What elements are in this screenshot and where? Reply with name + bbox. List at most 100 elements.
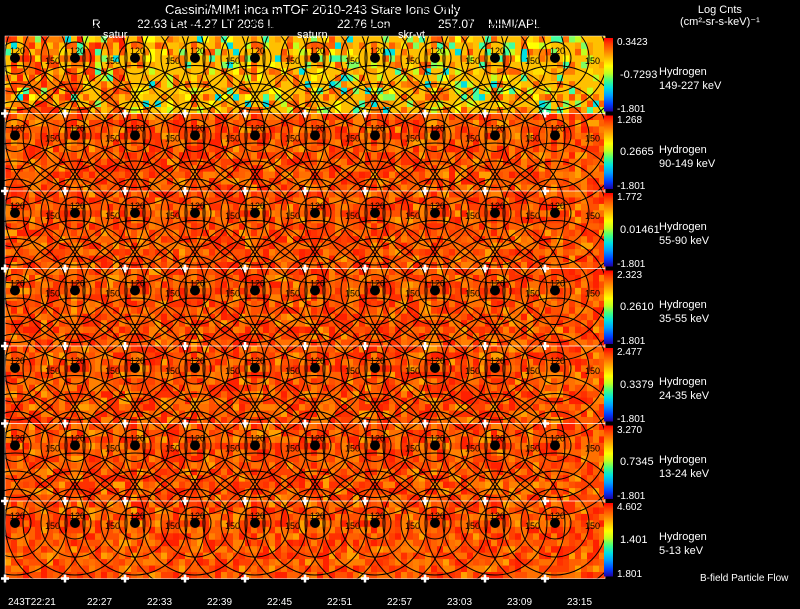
- contour-label: 120: [490, 511, 505, 521]
- contour-label: 120: [430, 356, 445, 366]
- colorbar-mid: -0.7293: [620, 68, 658, 81]
- contour-label: 150: [45, 444, 60, 454]
- contour-label: 120: [370, 124, 385, 134]
- contour-label: 150: [405, 56, 420, 66]
- contour-label: 150: [405, 444, 420, 454]
- contour-label: 150: [345, 289, 360, 299]
- contour-label: 120: [490, 434, 505, 444]
- contour-label: 150: [285, 134, 300, 144]
- contour-label: 120: [250, 511, 265, 521]
- heatmap-panel: [365, 423, 426, 502]
- contour-label: 120: [10, 511, 25, 521]
- contour-overlay: 120 150: [304, 65, 446, 206]
- contour-label: 150: [525, 444, 540, 454]
- heatmap-panel: [65, 191, 126, 269]
- heatmap-panel: [245, 191, 306, 269]
- heatmap-panel: [5, 191, 66, 269]
- contour-label: 150: [105, 56, 120, 66]
- contour-label: 150: [285, 521, 300, 531]
- contour-label: 150: [525, 56, 540, 66]
- row-energy-label: 149-227 keV: [659, 80, 722, 92]
- row-species-label: Hydrogen: [659, 531, 707, 543]
- contour-label: 120: [370, 46, 385, 56]
- contour-label: 120: [190, 201, 205, 211]
- contour-label: 120: [490, 46, 505, 56]
- contour-overlay: 120 150: [244, 142, 386, 284]
- contour-label: 120: [310, 46, 325, 56]
- row-species-label: Hydrogen: [659, 221, 707, 233]
- colorbar-mid: 1.401: [620, 533, 648, 546]
- row-species-label: Hydrogen: [659, 453, 707, 466]
- contour-label: 120: [130, 434, 145, 444]
- contour-label: 150: [285, 366, 300, 376]
- x-tick-label: 22:39: [207, 597, 233, 608]
- row-energy-label: 13-24 keV: [659, 467, 710, 480]
- colorbar: [604, 348, 613, 422]
- contour-overlay: 120 150: [364, 220, 506, 361]
- contour-overlay: 120 150: [244, 452, 386, 594]
- contour-label: 150: [465, 444, 480, 454]
- chart-title: Cassini/MIMI Inca mTOF 2010-243 Stare Io…: [165, 2, 461, 17]
- heatmap-panel: [425, 191, 486, 269]
- colorbar-min: -1.801: [617, 336, 646, 347]
- org-label: MIMI/APL: [488, 17, 541, 31]
- contour-label: 120: [10, 46, 25, 56]
- heatmap-panel: [65, 423, 126, 502]
- x-tick-label: 22:57: [387, 597, 413, 608]
- contour-label: 120: [310, 511, 325, 521]
- x-tick-label: 23:03: [447, 597, 473, 608]
- contour-overlay: 120 150: [4, 452, 146, 594]
- row-species-label: Hydrogen: [659, 376, 707, 388]
- x-tick-label: 23:09: [507, 597, 533, 608]
- contour-label: 150: [285, 444, 300, 454]
- contour-label: 120: [70, 511, 85, 521]
- contour-overlay: 120 150: [424, 65, 566, 206]
- colorbar-min: -1.801: [617, 413, 646, 425]
- heatmap-panel: [5, 501, 66, 579]
- contour-label: 120: [130, 511, 145, 521]
- contour-label: 120: [70, 279, 85, 289]
- contour-overlay: 120 150: [364, 142, 506, 284]
- r-label: R: [92, 17, 101, 31]
- contour-label: 120: [550, 356, 565, 366]
- contour-overlay: 120 150: [184, 0, 326, 129]
- colorbar: [604, 425, 613, 499]
- heatmap-panel: [485, 36, 546, 114]
- satellite-label: skr-vt: [398, 29, 425, 41]
- colorbar-max: 2.477: [617, 347, 643, 358]
- contour-label: 120: [430, 201, 445, 211]
- contour-label: 150: [225, 521, 240, 531]
- colorbar: [604, 38, 613, 112]
- colorbar-min: -1.801: [617, 491, 646, 502]
- contour-label: 120: [10, 356, 25, 366]
- heatmap-panel: [5, 423, 66, 502]
- heatmap-panel: [545, 191, 606, 269]
- colorbar-max: 3.270: [617, 424, 643, 436]
- contour-label: 150: [45, 366, 60, 376]
- row-energy-label: 35-55 keV: [659, 312, 710, 325]
- heatmap-panel: [245, 113, 306, 192]
- heatmap-panel: [185, 268, 246, 347]
- contour-overlay: 120 150: [244, 65, 386, 206]
- contour-overlay: 120 150: [364, 375, 506, 516]
- contour-label: 150: [345, 366, 360, 376]
- contour-overlay: 120 150: [124, 220, 266, 361]
- contour-label: 120: [190, 279, 205, 289]
- contour-label: 120: [70, 46, 85, 56]
- x-tick-label: 22:33: [147, 597, 173, 608]
- contour-label: 120: [430, 434, 445, 444]
- contour-overlay: 120 150: [124, 452, 266, 594]
- heatmap-panel: [485, 346, 546, 424]
- contour-label: 150: [165, 444, 180, 454]
- colorbar-max: 1.772: [617, 192, 643, 203]
- contour-label: 150: [165, 289, 180, 299]
- contour-label: 150: [225, 289, 240, 299]
- contour-label: 150: [105, 134, 120, 144]
- contour-label: 120: [70, 356, 85, 366]
- contour-overlay: 120 150: [364, 0, 506, 129]
- satellite-label: saturn: [297, 29, 328, 41]
- contour-label: 120: [250, 46, 265, 56]
- contour-label: 120: [550, 511, 565, 521]
- contour-label: 120: [70, 124, 85, 134]
